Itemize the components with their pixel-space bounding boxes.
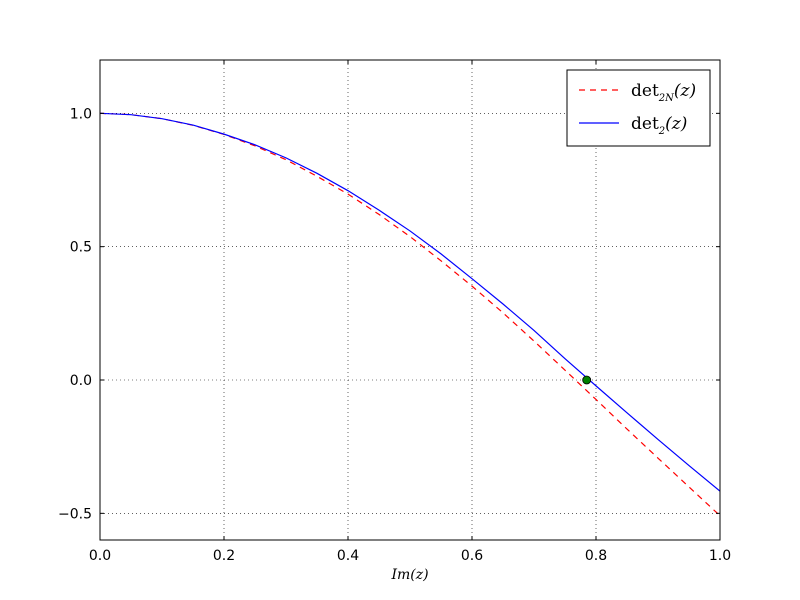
legend: det2N(z) det2(z)	[566, 69, 711, 147]
x-tick-labels: 0.0 0.2 0.4 0.6 0.8 1.0	[89, 548, 731, 564]
legend-label-1: det2(z)	[631, 114, 687, 137]
y-tick-label: −0.5	[58, 506, 92, 522]
legend-label-0: det2N(z)	[631, 81, 696, 104]
plot-frame	[99, 59, 721, 541]
x-tick-label: 0.2	[213, 548, 235, 564]
series-line-1	[100, 112, 720, 492]
x-tick-label: 0.0	[89, 548, 111, 564]
x-tick-label: 0.6	[461, 548, 483, 564]
zero-crossing-marker	[582, 375, 592, 385]
y-tick-label: 0.0	[70, 373, 92, 389]
y-tick-labels: −0.5 0.0 0.5 1.0	[58, 106, 92, 522]
x-tick-label: 1.0	[709, 548, 731, 564]
axis-ticks	[99, 60, 721, 540]
marker-layer	[582, 375, 592, 385]
series-layer	[100, 112, 720, 517]
legend-box	[566, 69, 711, 147]
y-tick-label: 0.5	[70, 240, 92, 256]
x-tick-label: 0.4	[337, 548, 359, 564]
series-line-0	[100, 112, 720, 517]
y-tick-label: 1.0	[70, 106, 92, 122]
x-axis-label: Im(z)	[390, 567, 428, 583]
x-tick-label: 0.8	[585, 548, 607, 564]
